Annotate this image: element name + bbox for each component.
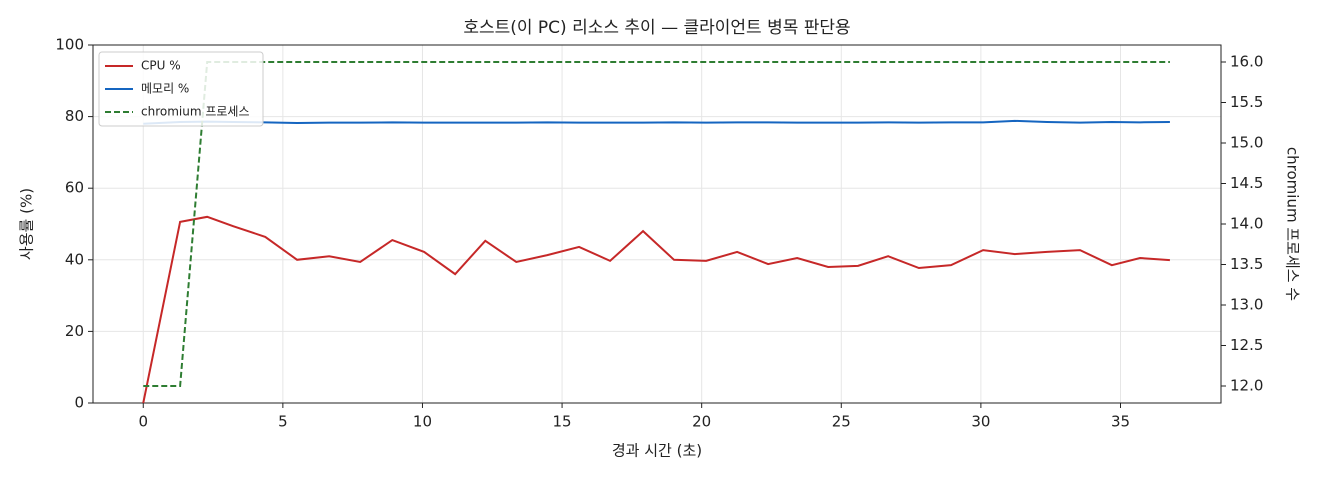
y2-tick-label: 12.5	[1230, 336, 1263, 354]
y2-tick-label: 13.5	[1230, 255, 1263, 273]
y-tick-label: 40	[65, 250, 84, 268]
x-tick-label: 20	[692, 413, 711, 431]
y-axis-label: 사용률 (%)	[18, 188, 36, 260]
legend-label: chromium 프로세스	[141, 105, 250, 119]
series-line	[143, 61, 1170, 387]
legend-label: 메모리 %	[141, 82, 189, 96]
y2-tick-label: 15.0	[1230, 134, 1263, 152]
y-tick-label: 100	[55, 36, 84, 54]
x-tick-label: 10	[413, 413, 432, 431]
series-line	[143, 119, 1170, 125]
y-tick-label: 20	[65, 322, 84, 340]
x-tick-label: 25	[832, 413, 851, 431]
y2-tick-label: 15.5	[1230, 93, 1263, 111]
y-tick-label: 80	[65, 107, 84, 125]
plot-frame	[92, 44, 1222, 404]
y2-tick-label: 12.0	[1230, 376, 1263, 394]
series-line	[142, 215, 1170, 404]
x-tick-label: 30	[971, 413, 990, 431]
legend-label: CPU %	[141, 59, 181, 73]
legend-box	[98, 51, 264, 127]
y-tick-label: 60	[65, 179, 84, 197]
y-tick-label: 0	[74, 394, 84, 412]
x-tick-label: 15	[553, 413, 572, 431]
y2-tick-label: 14.5	[1230, 174, 1263, 192]
y2-tick-label: 16.0	[1230, 53, 1263, 71]
chart-title: 호스트(이 PC) 리소스 추이 — 클라이언트 병목 판단용	[463, 18, 850, 38]
x-tick-label: 0	[138, 413, 148, 431]
y2-axis-label: chromium 프로세스 수	[1284, 147, 1302, 301]
y2-tick-label: 13.0	[1230, 295, 1263, 313]
y2-tick-label: 14.0	[1230, 215, 1263, 233]
x-tick-label: 35	[1111, 413, 1130, 431]
x-axis-label: 경과 시간 (초)	[612, 442, 702, 460]
x-tick-label: 5	[278, 413, 288, 431]
